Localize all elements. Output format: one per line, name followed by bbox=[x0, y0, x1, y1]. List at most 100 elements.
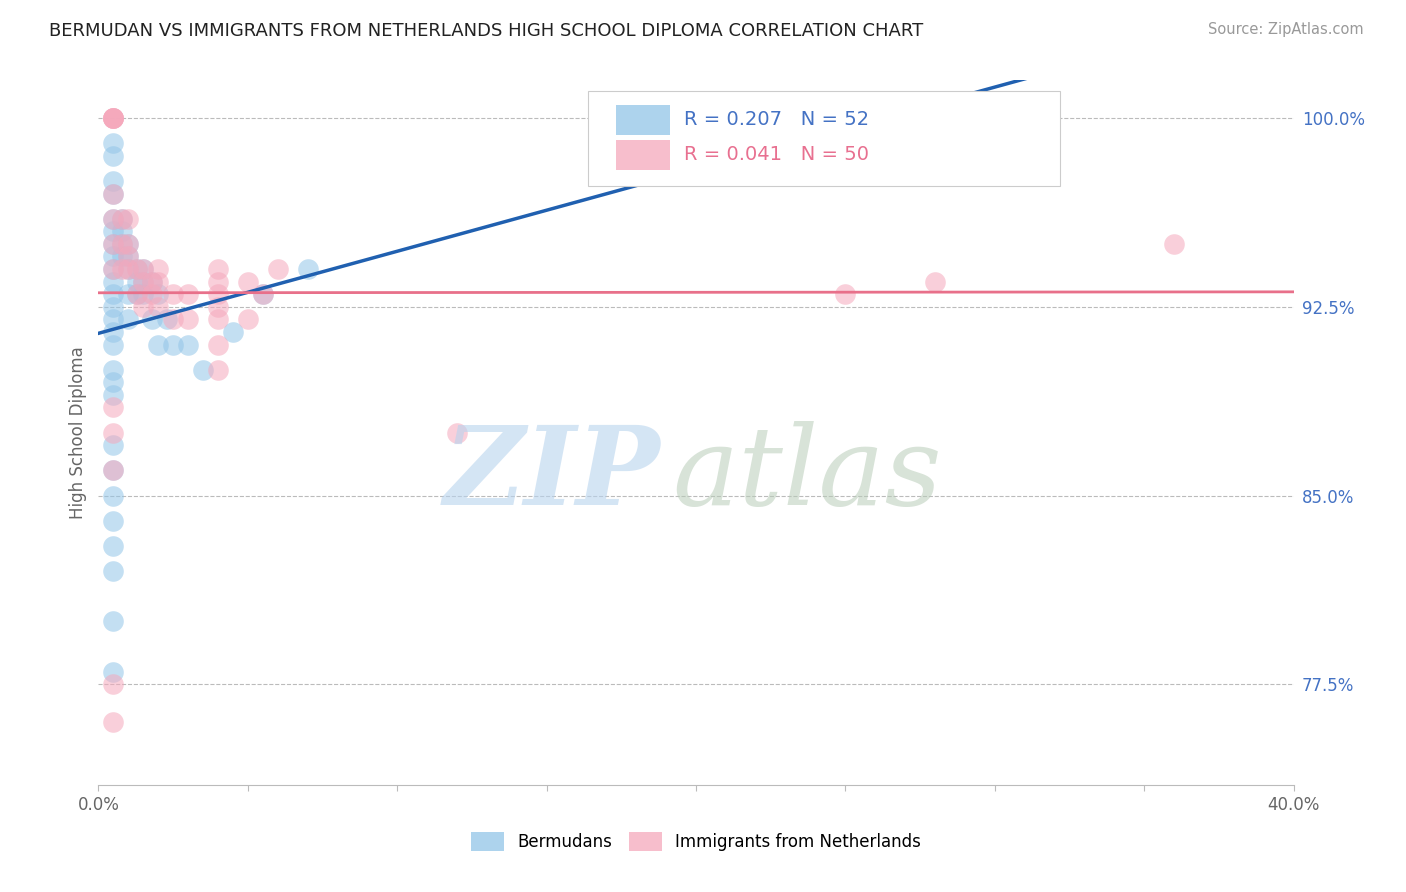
Point bbox=[103, 539, 125, 553]
FancyBboxPatch shape bbox=[616, 105, 669, 135]
Point bbox=[111, 262, 134, 277]
Point bbox=[103, 300, 125, 314]
Point bbox=[127, 262, 149, 277]
Point bbox=[162, 287, 184, 301]
Point bbox=[1163, 236, 1185, 251]
Point bbox=[117, 262, 139, 277]
Point bbox=[103, 665, 125, 679]
Point bbox=[207, 337, 229, 351]
Point bbox=[162, 312, 184, 326]
Point bbox=[103, 186, 125, 201]
Point bbox=[117, 249, 139, 263]
Point bbox=[103, 111, 125, 125]
Point bbox=[103, 388, 125, 402]
Point bbox=[103, 236, 125, 251]
Point bbox=[127, 287, 149, 301]
Point bbox=[132, 287, 155, 301]
Point bbox=[103, 489, 125, 503]
Point bbox=[191, 362, 214, 376]
FancyBboxPatch shape bbox=[616, 140, 669, 169]
Point bbox=[132, 262, 155, 277]
Point bbox=[222, 325, 245, 339]
Point bbox=[177, 312, 200, 326]
Text: R = 0.207   N = 52: R = 0.207 N = 52 bbox=[685, 111, 869, 129]
Point bbox=[117, 312, 139, 326]
Point bbox=[103, 149, 125, 163]
Text: Source: ZipAtlas.com: Source: ZipAtlas.com bbox=[1208, 22, 1364, 37]
Point bbox=[111, 224, 134, 238]
Point bbox=[103, 463, 125, 477]
Point bbox=[103, 111, 125, 125]
Point bbox=[207, 262, 229, 277]
Point bbox=[103, 275, 125, 289]
Text: R = 0.041   N = 50: R = 0.041 N = 50 bbox=[685, 145, 869, 164]
Point bbox=[103, 337, 125, 351]
Point bbox=[236, 312, 259, 326]
Point bbox=[148, 337, 170, 351]
Point bbox=[207, 287, 229, 301]
Point bbox=[103, 186, 125, 201]
Point bbox=[207, 275, 229, 289]
Point bbox=[236, 275, 259, 289]
Point bbox=[127, 287, 149, 301]
Point bbox=[103, 249, 125, 263]
Point bbox=[103, 463, 125, 477]
Point bbox=[103, 514, 125, 528]
Point bbox=[207, 300, 229, 314]
Point bbox=[834, 287, 856, 301]
Y-axis label: High School Diploma: High School Diploma bbox=[69, 346, 87, 519]
Point bbox=[117, 236, 139, 251]
Point bbox=[103, 262, 125, 277]
Text: ZIP: ZIP bbox=[443, 421, 661, 529]
Point bbox=[207, 362, 229, 376]
Point bbox=[103, 376, 125, 390]
Point bbox=[117, 236, 139, 251]
Point bbox=[103, 224, 125, 238]
Point bbox=[252, 287, 274, 301]
Point bbox=[103, 136, 125, 151]
Legend: Bermudans, Immigrants from Netherlands: Bermudans, Immigrants from Netherlands bbox=[464, 825, 928, 858]
Point bbox=[132, 275, 155, 289]
Point bbox=[103, 111, 125, 125]
Point bbox=[148, 262, 170, 277]
Point bbox=[111, 211, 134, 226]
FancyBboxPatch shape bbox=[589, 91, 1060, 186]
Point bbox=[103, 564, 125, 578]
Point bbox=[267, 262, 290, 277]
Point bbox=[111, 236, 134, 251]
Point bbox=[156, 312, 179, 326]
Point bbox=[132, 300, 155, 314]
Point bbox=[103, 174, 125, 188]
Point bbox=[297, 262, 319, 277]
Point bbox=[103, 287, 125, 301]
Point bbox=[103, 425, 125, 440]
Point bbox=[141, 275, 163, 289]
Point bbox=[103, 401, 125, 415]
Point bbox=[111, 249, 134, 263]
Point bbox=[103, 111, 125, 125]
Point bbox=[148, 287, 170, 301]
Point bbox=[924, 275, 946, 289]
Text: atlas: atlas bbox=[672, 421, 942, 529]
Point bbox=[103, 615, 125, 629]
Point bbox=[252, 287, 274, 301]
Point bbox=[127, 262, 149, 277]
Point bbox=[111, 236, 134, 251]
Point bbox=[177, 337, 200, 351]
Text: BERMUDAN VS IMMIGRANTS FROM NETHERLANDS HIGH SCHOOL DIPLOMA CORRELATION CHART: BERMUDAN VS IMMIGRANTS FROM NETHERLANDS … bbox=[49, 22, 924, 40]
Point bbox=[103, 211, 125, 226]
Point bbox=[103, 714, 125, 729]
Point bbox=[103, 312, 125, 326]
Point bbox=[117, 249, 139, 263]
Point bbox=[177, 287, 200, 301]
Point bbox=[117, 211, 139, 226]
Point bbox=[117, 287, 139, 301]
Point bbox=[103, 677, 125, 691]
Point bbox=[111, 211, 134, 226]
Point bbox=[103, 325, 125, 339]
Point bbox=[132, 275, 155, 289]
Point bbox=[207, 312, 229, 326]
Point bbox=[103, 236, 125, 251]
Point bbox=[446, 425, 468, 440]
Point bbox=[132, 262, 155, 277]
